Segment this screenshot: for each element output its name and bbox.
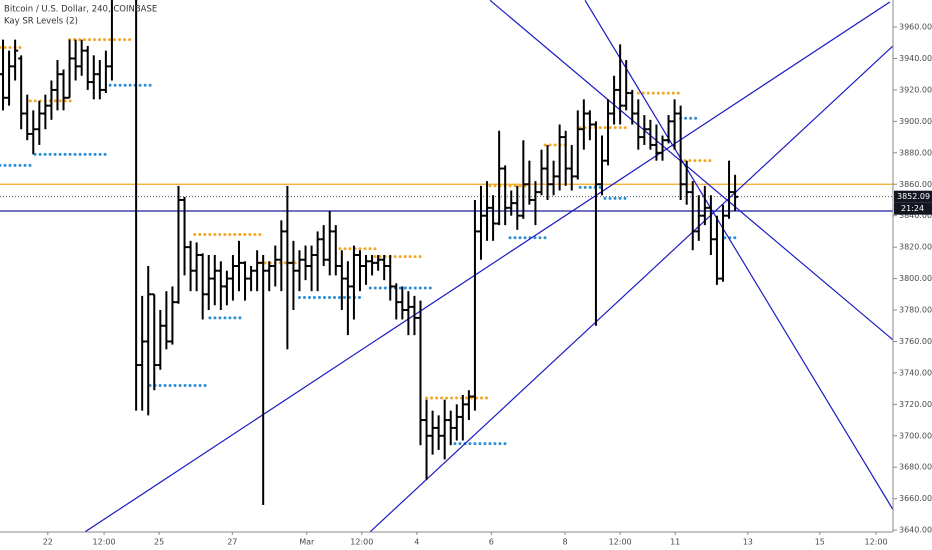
trendline — [369, 45, 893, 532]
y-tick-label: 3780.00 — [899, 306, 932, 315]
x-tick-label: 12:00 — [93, 538, 116, 547]
y-tick-label: 3660.00 — [899, 494, 932, 503]
x-tick-label: 12:00 — [865, 538, 888, 547]
y-tick-label: 3860.00 — [899, 180, 932, 189]
y-tick-label: 3900.00 — [899, 117, 932, 126]
y-tick-label: 3800.00 — [899, 274, 932, 283]
x-tick-label: Mar — [299, 538, 315, 547]
trendline — [584, 0, 893, 510]
y-tick-label: 3920.00 — [899, 85, 932, 94]
y-tick-label: 3940.00 — [899, 54, 932, 63]
x-tick-label: 6 — [489, 538, 494, 547]
y-tick-label: 3720.00 — [899, 400, 932, 409]
x-tick-label: 15 — [815, 538, 825, 547]
y-tick-label: 3680.00 — [899, 463, 932, 472]
x-tick-label: 12:00 — [609, 538, 632, 547]
trendline — [489, 0, 893, 341]
y-tick-label: 3640.00 — [899, 526, 932, 535]
countdown-box — [894, 202, 932, 215]
y-tick-label: 3760.00 — [899, 337, 932, 346]
indicator-name: Kay SR Levels (2) — [4, 17, 78, 27]
x-tick-label: 22 — [43, 538, 53, 547]
y-tick-label: 3740.00 — [899, 368, 932, 377]
y-tick-label: 3700.00 — [899, 431, 932, 440]
last-price-box — [894, 190, 932, 203]
countdown-label: 21:24 — [901, 204, 924, 213]
y-tick-label: 3820.00 — [899, 243, 932, 252]
x-tick-label: 13 — [743, 538, 753, 547]
x-tick-label: 8 — [563, 538, 568, 547]
x-tick-label: 4 — [414, 538, 419, 547]
y-tick-label: 3960.00 — [899, 23, 932, 32]
y-tick-label: 3840.00 — [899, 211, 932, 220]
x-tick-label: 11 — [670, 538, 680, 547]
x-tick-label: 27 — [227, 538, 237, 547]
y-tick-label: 3880.00 — [899, 148, 932, 157]
trendline — [84, 1, 891, 532]
x-tick-label: 12:00 — [350, 538, 373, 547]
last-price-label: 3852.09 — [897, 192, 930, 201]
plot-area — [0, 0, 893, 532]
chart-title: Bitcoin / U.S. Dollar, 240, COINBASE — [4, 5, 157, 15]
x-tick-label: 25 — [154, 538, 164, 547]
